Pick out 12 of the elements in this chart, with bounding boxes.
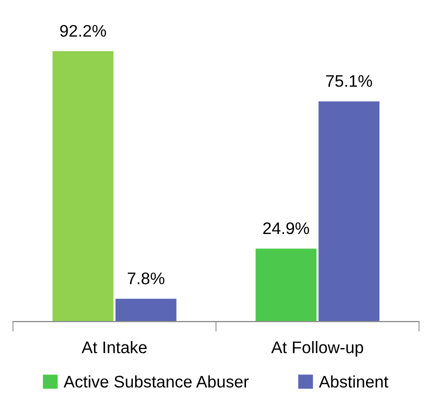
bar bbox=[256, 248, 317, 322]
data-label: 92.2% bbox=[60, 24, 106, 37]
bar bbox=[318, 101, 380, 322]
x-tick-label: At Follow-up bbox=[271, 341, 364, 357]
legend-label: Abstinent bbox=[318, 375, 388, 388]
bar bbox=[52, 51, 114, 322]
data-label: 24.9% bbox=[263, 222, 310, 234]
legend-label: Active Substance Abuser bbox=[64, 375, 249, 388]
bar bbox=[115, 298, 176, 322]
data-label: 75.1% bbox=[326, 75, 372, 87]
x-tick-label: At Intake bbox=[82, 341, 147, 354]
data-label: 7.8% bbox=[128, 272, 164, 284]
